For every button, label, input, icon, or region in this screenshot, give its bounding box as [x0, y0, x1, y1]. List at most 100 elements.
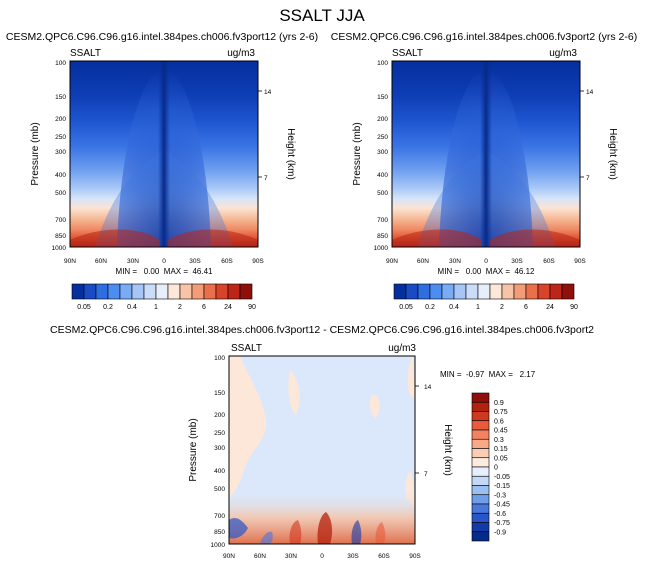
colorbar-swatch [453, 283, 467, 300]
colorbar-swatch [471, 448, 490, 459]
colorbar-label: 24 [224, 304, 232, 311]
colorbar-swatch [501, 283, 515, 300]
x-tick-label: 60N [95, 258, 107, 265]
y-tick-label: 300 [377, 149, 388, 156]
y-tick-label: 1000 [374, 245, 389, 252]
colorbar-label: -0.75 [494, 520, 510, 527]
panel-right-height-label: Height (km) [607, 128, 618, 180]
colorbar-swatch [537, 283, 551, 300]
x-tick-label: 0 [162, 258, 166, 265]
colorbar-swatch [471, 420, 490, 431]
colorbar-swatch [179, 283, 193, 300]
panel-right-y-label: Pressure (mb) [352, 122, 363, 185]
panel-left: CESM2.QPC6.C96.C96.g16.intel.384pes.ch00… [6, 31, 318, 276]
x-tick-label: 30N [449, 258, 461, 265]
colorbar-label: -0.6 [494, 511, 506, 518]
panel-diff: CESM2.QPC6.C96.C96.g16.intel.384pes.ch00… [50, 324, 594, 560]
x-tick-label: 30S [511, 258, 523, 265]
colorbar-swatch [71, 283, 85, 300]
colorbar-swatch [471, 466, 490, 477]
colorbar-left: 0.05 0.2 0.4 1 2 6 24 90 [71, 283, 256, 311]
colorbar-label: 0.2 [103, 304, 113, 311]
colorbar-label: 6 [524, 304, 528, 311]
colorbar-swatch [525, 283, 539, 300]
colorbar-swatch [471, 429, 490, 440]
colorbar-swatch [471, 512, 490, 523]
panel-right-field [391, 60, 581, 248]
y-tick-label: 200 [55, 116, 66, 123]
y-tick-label: 850 [214, 529, 225, 536]
panel-diff-stats: MIN = -0.97 MAX = 2.17 [440, 370, 536, 379]
height-tick-label: 14 [264, 89, 272, 96]
panel-left-y-label: Pressure (mb) [30, 122, 41, 185]
colorbar-swatch [465, 283, 479, 300]
y-tick-label: 150 [55, 94, 66, 101]
y-tick-label: 100 [55, 60, 66, 67]
x-tick-label: 90N [223, 553, 235, 560]
colorbar-label: 0.75 [494, 409, 508, 416]
y-tick-label: 100 [377, 60, 388, 67]
colorbar-swatch [405, 283, 419, 300]
colorbar-swatch [477, 283, 491, 300]
panel-right-x-axis: 90N 60N 30N 0 30S 60S 90S [386, 258, 586, 265]
panel-diff-var-label: SSALT [231, 343, 262, 354]
colorbar-swatch [471, 438, 490, 449]
panel-left-field [69, 60, 259, 248]
x-tick-label: 90S [252, 258, 264, 265]
page-title: SSALT JJA [279, 6, 365, 25]
colorbar-label: 0.9 [494, 400, 504, 407]
colorbar-swatch [471, 411, 490, 422]
panel-diff-height-label: Height (km) [442, 424, 453, 476]
colorbar-label: 0.15 [494, 446, 508, 453]
y-tick-label: 400 [377, 172, 388, 179]
colorbar-label: 90 [570, 304, 578, 311]
panel-right: CESM2.QPC6.C96.C96.g16.intel.384pes.ch00… [331, 31, 637, 276]
colorbar-label: -0.05 [494, 474, 510, 481]
x-tick-label: 30N [127, 258, 139, 265]
y-tick-label: 700 [55, 217, 66, 224]
y-tick-label: 700 [214, 513, 225, 520]
panel-right-y-axis: 100 150 200 250 300 400 500 700 850 1000 [374, 60, 389, 252]
panel-left-x-axis: 90N 60N 30N 0 30S 60S 90S [64, 258, 264, 265]
x-tick-label: 30N [285, 553, 297, 560]
colorbar-right: 0.05 0.2 0.4 1 2 6 24 90 [393, 283, 578, 311]
colorbar-label: -0.3 [494, 492, 506, 499]
colorbar-swatch [417, 283, 431, 300]
y-tick-label: 150 [214, 390, 225, 397]
x-tick-label: 90S [409, 553, 421, 560]
colorbar-label: 2 [178, 304, 182, 311]
colorbar-label: 0.2 [425, 304, 435, 311]
panel-right-units: ug/m3 [549, 48, 577, 59]
colorbar-swatch [191, 283, 205, 300]
colorbar-swatch [471, 392, 490, 403]
x-tick-label: 60N [254, 553, 266, 560]
colorbar-label: 1 [476, 304, 480, 311]
colorbar-swatch [549, 283, 563, 300]
x-tick-label: 90N [386, 258, 398, 265]
x-tick-label: 30S [189, 258, 201, 265]
y-tick-label: 400 [214, 468, 225, 475]
panel-left-var-label: SSALT [70, 48, 101, 59]
colorbar-swatch [95, 283, 109, 300]
panel-diff-title: CESM2.QPC6.C96.C96.g16.intel.384pes.ch00… [50, 324, 594, 336]
panel-diff-field [228, 355, 416, 545]
panel-right-var-label: SSALT [392, 48, 423, 59]
colorbar-swatch [471, 531, 490, 542]
panel-left-stats: MIN = 0.00 MAX = 46.41 [116, 267, 213, 276]
x-tick-label: 90S [574, 258, 586, 265]
y-tick-label: 500 [55, 190, 66, 197]
colorbar-swatch [429, 283, 443, 300]
colorbar-swatch [471, 485, 490, 496]
colorbar-swatch [471, 457, 490, 468]
colorbar-swatch [561, 283, 575, 300]
colorbar-label: 24 [546, 304, 554, 311]
colorbar-label: 0.05 [494, 455, 508, 462]
y-tick-label: 400 [55, 172, 66, 179]
colorbar-swatch [167, 283, 181, 300]
colorbar-swatch [239, 283, 253, 300]
y-tick-label: 1000 [211, 542, 226, 549]
x-tick-label: 90N [64, 258, 76, 265]
colorbar-swatch [471, 503, 490, 514]
colorbar-swatch [513, 283, 527, 300]
